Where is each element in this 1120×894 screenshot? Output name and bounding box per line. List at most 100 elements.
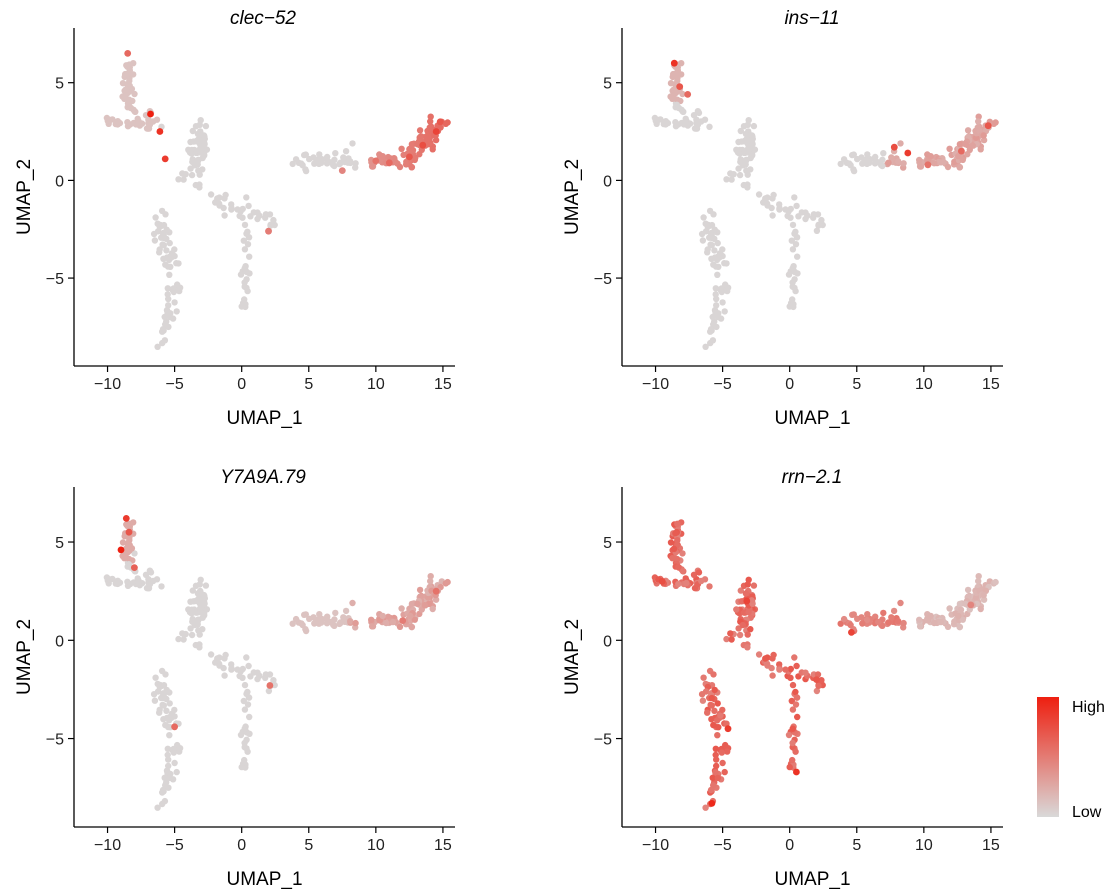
cell-point (254, 669, 261, 676)
cell-point (794, 713, 801, 721)
cell-point (793, 234, 801, 241)
cell-point (864, 611, 871, 618)
data-point (924, 161, 932, 169)
cell-point (699, 237, 707, 244)
cell-point (859, 160, 866, 167)
cell-point (289, 160, 296, 168)
cell-point (927, 612, 934, 620)
cell-point (337, 159, 344, 166)
cell-point (332, 150, 339, 157)
cell-point (792, 228, 799, 235)
cell-point (245, 662, 252, 670)
cell-point (161, 313, 168, 321)
cell-point (180, 176, 187, 183)
cell-point (241, 296, 248, 303)
cell-point (444, 578, 451, 586)
cell-point (152, 674, 159, 681)
cell-point (396, 163, 404, 171)
cell-point (196, 171, 203, 178)
cell-point (407, 612, 414, 620)
cell-point (714, 313, 722, 321)
cell-point (667, 539, 675, 546)
cell-point (152, 214, 159, 221)
cell-point (165, 717, 173, 724)
cell-point (858, 154, 865, 161)
panel-1: −10 −5 0 5 10 15 −5 0 5 ins−11 UMAP_1 UMAP_2 (562, 8, 1003, 429)
cell-point (747, 626, 754, 633)
data-point (432, 587, 440, 595)
x-tick-label: −10 (94, 837, 121, 854)
cell-point (719, 299, 726, 306)
cell-point (368, 616, 375, 623)
data-point (372, 157, 380, 165)
data-point (890, 143, 898, 151)
cell-point (292, 156, 300, 163)
cell-point (119, 539, 127, 546)
cell-point (175, 176, 182, 183)
data-points (117, 515, 440, 731)
cell-point (166, 239, 173, 247)
cell-point (150, 118, 157, 125)
cell-point (704, 249, 711, 256)
cell-point (196, 581, 203, 588)
data-point (122, 515, 130, 522)
cell-point (160, 255, 167, 262)
cell-point (165, 302, 172, 309)
data-point (419, 141, 427, 149)
cell-point (315, 616, 323, 624)
cell-point (196, 644, 203, 651)
y-tick-label: 0 (603, 633, 612, 650)
cell-point (711, 686, 718, 694)
cell-point (311, 160, 318, 167)
cell-point (126, 61, 133, 68)
cell-point (710, 211, 717, 218)
cell-point (192, 149, 200, 157)
data-point (385, 159, 393, 167)
cell-point (122, 86, 130, 93)
cell-point (888, 614, 895, 621)
cell-point (379, 612, 386, 620)
cell-point (792, 748, 799, 755)
cell-point (755, 191, 763, 198)
cell-point (214, 195, 221, 202)
cell-point (220, 204, 227, 212)
cell-point (207, 191, 215, 198)
cell-point (150, 691, 158, 698)
cell-point (955, 612, 962, 620)
cell-point (237, 271, 245, 278)
cell-point (159, 241, 166, 248)
cell-point (398, 145, 405, 152)
cell-point (727, 170, 734, 177)
cell-point (159, 800, 166, 808)
legend-high-label: High (1072, 699, 1105, 716)
y-axis-title: UMAP_2 (14, 159, 35, 235)
cell-point (151, 237, 159, 244)
cell-point (698, 230, 706, 238)
cell-point (690, 112, 698, 119)
cell-point (745, 609, 752, 616)
cell-point (698, 577, 705, 585)
cell-point (163, 686, 170, 694)
data-point (676, 83, 684, 90)
cell-point (162, 261, 169, 268)
data-point (131, 564, 138, 571)
cell-point (702, 343, 709, 350)
x-tick-label: −10 (94, 376, 121, 393)
cell-point (202, 122, 210, 130)
data-point (670, 59, 678, 67)
cell-point (859, 620, 866, 627)
cell-point (315, 157, 323, 164)
cell-point (956, 600, 964, 608)
cell-point (847, 621, 854, 629)
cell-point (131, 108, 138, 115)
cell-point (214, 655, 221, 662)
cell-point (679, 108, 686, 115)
data-point (156, 128, 164, 135)
data-points (124, 50, 444, 235)
cell-point (744, 121, 751, 128)
cell-point (200, 597, 207, 604)
cell-point (331, 622, 338, 629)
cell-point (427, 113, 434, 120)
data-point (658, 577, 666, 585)
cell-point (719, 246, 726, 253)
